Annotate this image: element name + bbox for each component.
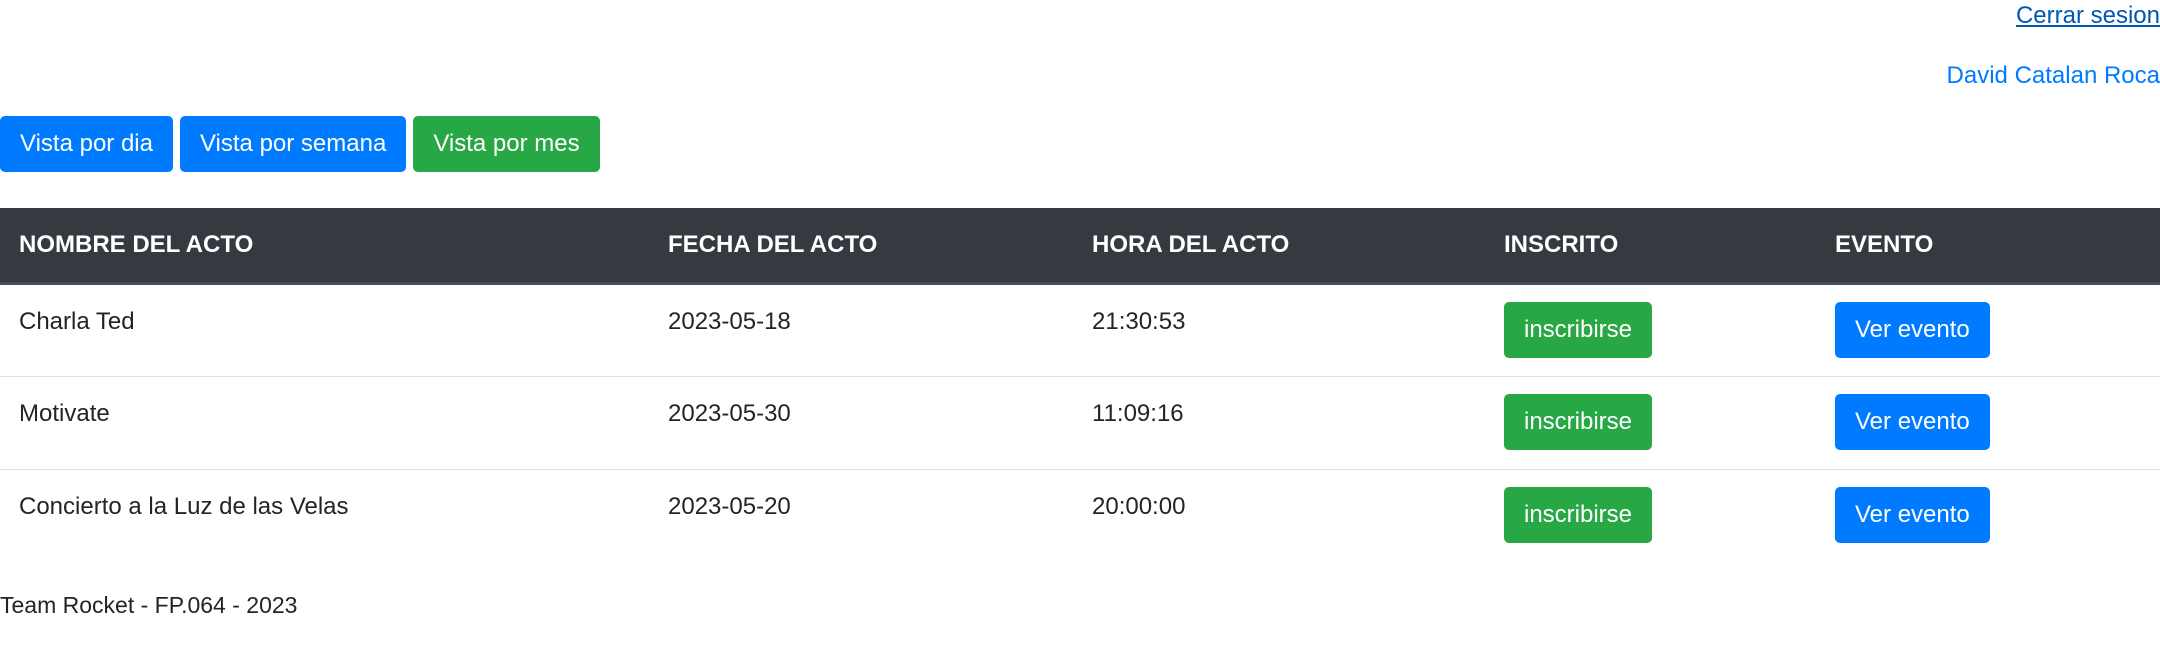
table-row: Motivate 2023-05-30 11:09:16 inscribirse… [0, 375, 2160, 469]
table-row: Charla Ted 2023-05-18 21:30:53 inscribir… [0, 282, 2160, 376]
month-view-button[interactable]: Vista por mes [413, 116, 600, 172]
enroll-cell: inscribirse [1485, 282, 1816, 376]
table-header: NOMBRE DEL ACTO FECHA DEL ACTO HORA DEL … [0, 208, 2160, 285]
view-event-cell: Ver evento [1816, 375, 2160, 469]
column-header-enrolled: INSCRITO [1485, 208, 1816, 285]
week-view-button[interactable]: Vista por semana [179, 116, 407, 172]
enroll-cell: inscribirse [1485, 468, 1816, 562]
view-event-button[interactable]: Ver evento [1835, 393, 1990, 450]
logout-link[interactable]: Cerrar sesion [2015, 2, 2160, 29]
view-event-cell: Ver evento [1816, 468, 2160, 562]
view-event-button[interactable]: Ver evento [1835, 486, 1990, 543]
footer-text: Team Rocket - FP.064 - 2023 [0, 592, 298, 618]
column-header-time: HORA DEL ACTO [1073, 208, 1485, 285]
event-name-cell: Charla Ted [0, 282, 649, 376]
enroll-button[interactable]: inscribirse [1504, 393, 1653, 450]
view-event-button[interactable]: Ver evento [1835, 301, 1990, 358]
event-time-cell: 21:30:53 [1073, 282, 1485, 376]
enroll-button[interactable]: inscribirse [1504, 486, 1653, 543]
column-header-event: EVENTO [1816, 208, 2160, 285]
enroll-cell: inscribirse [1485, 375, 1816, 469]
user-name-link[interactable]: David Catalan Roca [1946, 62, 2160, 89]
event-name-cell: Concierto a la Luz de las Velas [0, 468, 649, 562]
event-date-cell: 2023-05-30 [649, 375, 1073, 469]
view-event-cell: Ver evento [1816, 282, 2160, 376]
day-view-button[interactable]: Vista por dia [0, 116, 173, 172]
event-time-cell: 20:00:00 [1073, 468, 1485, 562]
column-header-name: NOMBRE DEL ACTO [0, 208, 649, 285]
events-table: NOMBRE DEL ACTO FECHA DEL ACTO HORA DEL … [0, 208, 2160, 562]
table-row: Concierto a la Luz de las Velas 2023-05-… [0, 468, 2160, 562]
view-toggle-group: Vista por dia Vista por semana Vista por… [0, 116, 600, 172]
event-date-cell: 2023-05-20 [649, 468, 1073, 562]
enroll-button[interactable]: inscribirse [1504, 301, 1653, 358]
event-time-cell: 11:09:16 [1073, 375, 1485, 469]
event-name-cell: Motivate [0, 375, 649, 469]
event-date-cell: 2023-05-18 [649, 282, 1073, 376]
column-header-date: FECHA DEL ACTO [649, 208, 1073, 285]
